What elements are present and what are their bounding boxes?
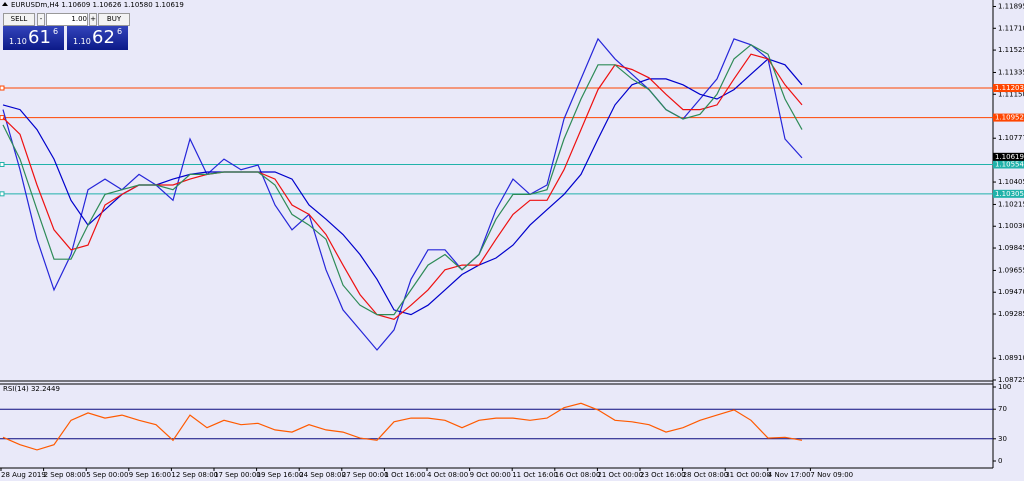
x-tick-label: 23 Oct 16:00 bbox=[640, 471, 686, 479]
price-tag bbox=[993, 160, 1024, 169]
x-tick-label: 28 Aug 2019 bbox=[1, 471, 46, 479]
line-anchor bbox=[0, 161, 5, 167]
price-big: 1.10 bbox=[73, 37, 91, 46]
x-tick-label: 4 Oct 08:00 bbox=[427, 471, 468, 479]
line-anchor bbox=[0, 191, 5, 197]
x-tick-label: 11 Oct 16:00 bbox=[512, 471, 558, 479]
line-anchor bbox=[0, 85, 5, 91]
y-tick-label: 1.08910 bbox=[998, 354, 1024, 362]
y-tick-label: 70 bbox=[998, 405, 1007, 413]
y-tick-label: 1.10405 bbox=[998, 178, 1024, 186]
y-tick-label: 1.08725 bbox=[998, 376, 1024, 384]
y-tick-label: 1.09845 bbox=[998, 244, 1024, 252]
y-tick-label: 100 bbox=[998, 383, 1011, 391]
y-tick-label: 1.10030 bbox=[998, 222, 1024, 230]
price-tag-label: 1.10952 bbox=[995, 114, 1024, 122]
x-tick-label: 2 Sep 08:00 bbox=[44, 471, 86, 479]
price-pips: 62 bbox=[92, 27, 115, 48]
lot-input[interactable]: 1.00 bbox=[46, 13, 88, 26]
x-tick-label: 24 Sep 08:00 bbox=[299, 471, 346, 479]
y-tick-label: 1.10777 bbox=[998, 134, 1024, 142]
y-tick-label: 1.09655 bbox=[998, 266, 1024, 274]
sell-price[interactable]: 1.10 61 6 bbox=[3, 26, 64, 50]
sell-button[interactable]: SELL bbox=[3, 13, 35, 26]
x-tick-label: 16 Oct 08:00 bbox=[555, 471, 601, 479]
price-tag-label: 1.10554 bbox=[995, 160, 1024, 168]
price-pips: 61 bbox=[28, 27, 51, 48]
y-tick-label: 1.09470 bbox=[998, 288, 1024, 296]
trade-panel: SELL - 1.00 + BUY 1.10 61 6 1.10 62 6 bbox=[3, 13, 130, 51]
x-tick-label: 27 Sep 00:00 bbox=[342, 471, 389, 479]
buy-button[interactable]: BUY bbox=[98, 13, 130, 26]
x-tick-label: 9 Sep 16:00 bbox=[129, 471, 171, 479]
icon bbox=[2, 2, 8, 6]
y-tick-label: 1.11710 bbox=[998, 24, 1024, 32]
y-tick-label: 1.11150 bbox=[998, 90, 1024, 98]
x-tick-label: 9 Oct 00:00 bbox=[470, 471, 511, 479]
price-tag-label: 1.10305 bbox=[995, 190, 1024, 198]
rsi-title: RSI(14) 32.2449 bbox=[3, 385, 60, 393]
price-big: 1.10 bbox=[9, 37, 27, 46]
y-tick-label: 1.11895 bbox=[998, 2, 1024, 10]
x-tick-label: 5 Sep 00:00 bbox=[86, 471, 128, 479]
price-tag bbox=[993, 113, 1024, 122]
lot-up[interactable]: + bbox=[89, 13, 97, 26]
y-tick-label: 1.09285 bbox=[998, 310, 1024, 318]
price-tag-label: 1.11203 bbox=[995, 84, 1024, 92]
y-tick-label: 30 bbox=[998, 435, 1007, 443]
price-frac: 6 bbox=[117, 27, 123, 36]
y-tick-label: 1.10215 bbox=[998, 200, 1024, 208]
y-tick-label: 1.11525 bbox=[998, 46, 1024, 54]
series-line bbox=[2, 44, 803, 316]
x-tick-label: 31 Oct 00:00 bbox=[725, 471, 771, 479]
y-tick-label: 0 bbox=[998, 457, 1002, 465]
x-tick-label: 4 Nov 17:00 bbox=[768, 471, 811, 479]
price-frac: 6 bbox=[53, 27, 59, 36]
x-tick-label: 21 Oct 00:00 bbox=[597, 471, 643, 479]
x-tick-label: 28 Oct 08:00 bbox=[683, 471, 729, 479]
x-tick-label: 1 Oct 16:00 bbox=[384, 471, 425, 479]
price-tag bbox=[993, 84, 1024, 93]
buy-price[interactable]: 1.10 62 6 bbox=[67, 26, 128, 50]
x-tick-label: 19 Sep 16:00 bbox=[257, 471, 304, 479]
line-anchor bbox=[0, 115, 5, 121]
lot-down[interactable]: - bbox=[37, 13, 45, 26]
series-line bbox=[2, 402, 803, 451]
x-tick-label: 12 Sep 08:00 bbox=[171, 471, 218, 479]
series-line bbox=[2, 58, 803, 316]
series-line bbox=[2, 53, 803, 320]
price-tag bbox=[993, 189, 1024, 198]
x-tick-label: 7 Nov 09:00 bbox=[810, 471, 853, 479]
x-tick-label: 17 Sep 00:00 bbox=[214, 471, 261, 479]
chart-title: EURUSDm,H4 1.10609 1.10626 1.10580 1.106… bbox=[11, 1, 184, 9]
current-price-label: 1.10619 bbox=[995, 153, 1024, 161]
y-tick-label: 1.11335 bbox=[998, 68, 1024, 76]
current-price-tag bbox=[993, 152, 1024, 161]
